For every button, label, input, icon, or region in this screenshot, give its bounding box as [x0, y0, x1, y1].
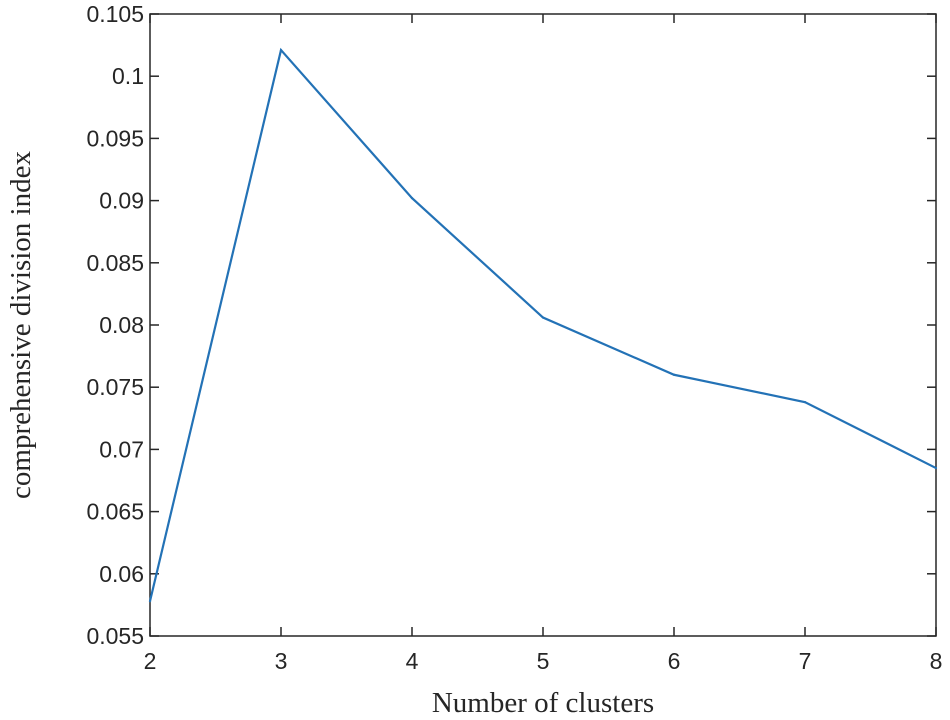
data-point	[934, 466, 938, 470]
data-point	[410, 197, 414, 200]
y-tick-label: 0.06	[99, 561, 144, 587]
y-tick-label: 0.085	[86, 250, 144, 276]
y-tick-label: 0.1	[112, 63, 144, 89]
y-axis-title: comprehensive division index	[5, 151, 37, 499]
x-tick-label: 2	[144, 648, 157, 674]
x-axis: 2 3 4 5 6 7 8	[144, 14, 943, 674]
data-point	[803, 401, 807, 404]
x-tick-label: 3	[275, 648, 288, 674]
x-tick-label: 6	[668, 648, 681, 674]
x-tick-label: 5	[537, 648, 550, 674]
y-tick-label: 0.07	[99, 436, 144, 462]
y-tick-label: 0.095	[86, 125, 144, 151]
x-tick-label: 8	[930, 648, 943, 674]
data-point	[541, 316, 545, 319]
y-axis: 0.055 0.06 0.065 0.07 0.075 0.08 0.085 0.09 0.09…	[86, 1, 936, 649]
plot-area	[149, 13, 937, 637]
data-point	[148, 600, 152, 603]
y-tick-label: 0.065	[86, 499, 144, 525]
y-tick-label: 0.075	[86, 374, 144, 400]
x-tick-label: 4	[406, 648, 419, 674]
x-tick-label: 7	[799, 648, 812, 674]
series-layer	[148, 47, 938, 603]
y-tick-label: 0.105	[86, 1, 144, 27]
data-point	[672, 373, 676, 376]
x-axis-title: Number of clusters	[432, 687, 654, 719]
y-tick-label: 0.09	[99, 188, 144, 214]
y-tick-label: 0.055	[86, 623, 144, 649]
y-tick-label: 0.08	[99, 312, 144, 338]
plot-frame	[149, 13, 937, 637]
data-point	[279, 48, 283, 52]
